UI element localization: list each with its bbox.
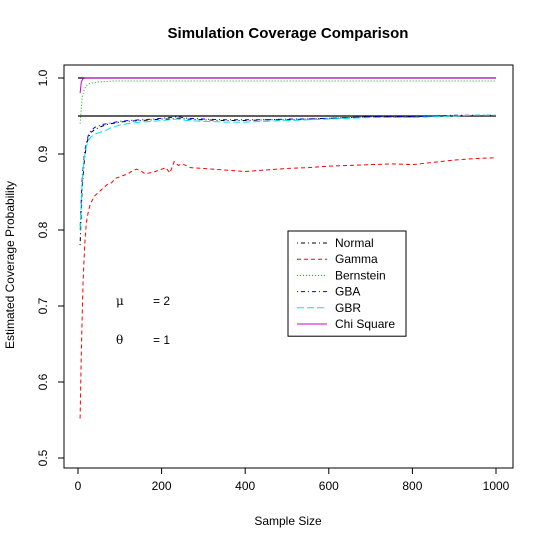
legend-label: Normal [335, 236, 374, 250]
annotation-symbol: θ [116, 333, 123, 347]
annotation-value: = 2 [153, 294, 170, 308]
x-tick-label: 800 [402, 479, 422, 493]
y-tick-label: 0.5 [36, 449, 50, 466]
y-tick-label: 0.6 [36, 373, 50, 390]
parameter-annotations: μ = 2 θ = 1 [116, 294, 170, 347]
y-tick-label: 0.8 [36, 221, 50, 238]
x-tick-label: 1000 [483, 479, 510, 493]
legend-label: GBA [335, 285, 360, 299]
series-line-gbr [79, 114, 496, 231]
x-axis: 0 200 400 600 800 1000 [75, 468, 510, 493]
y-tick-label: 1.0 [36, 69, 50, 86]
annotation-value: = 1 [153, 333, 170, 347]
y-axis: 0.5 0.6 0.7 0.8 0.9 1.0 [36, 69, 64, 466]
legend-box [287, 230, 407, 337]
legend-label: Bernstein [335, 268, 386, 282]
legend-label: Gamma [335, 252, 378, 266]
y-axis-label: Estimated Coverage Probability [3, 181, 17, 349]
series-layer [79, 77, 497, 419]
plot-frame [63, 64, 514, 469]
legend: Normal Gamma Bernstein GBA GBR Chi Square [287, 230, 407, 337]
x-tick-label: 200 [152, 479, 172, 493]
chart-title: Simulation Coverage Comparison [168, 25, 409, 42]
series-line-normal [79, 115, 496, 246]
y-tick-label: 0.9 [36, 145, 50, 162]
series-line-bernstein [79, 80, 496, 124]
x-tick-label: 400 [235, 479, 255, 493]
x-axis-label: Sample Size [254, 514, 322, 528]
series-line-chi-square [79, 77, 496, 94]
x-tick-label: 0 [75, 479, 82, 493]
legend-label: GBR [335, 301, 361, 315]
legend-label: Chi Square [335, 317, 395, 331]
series-line-gamma [79, 157, 497, 419]
y-tick-label: 0.7 [36, 297, 50, 314]
annotation-symbol: μ [116, 294, 124, 308]
x-tick-label: 600 [319, 479, 339, 493]
